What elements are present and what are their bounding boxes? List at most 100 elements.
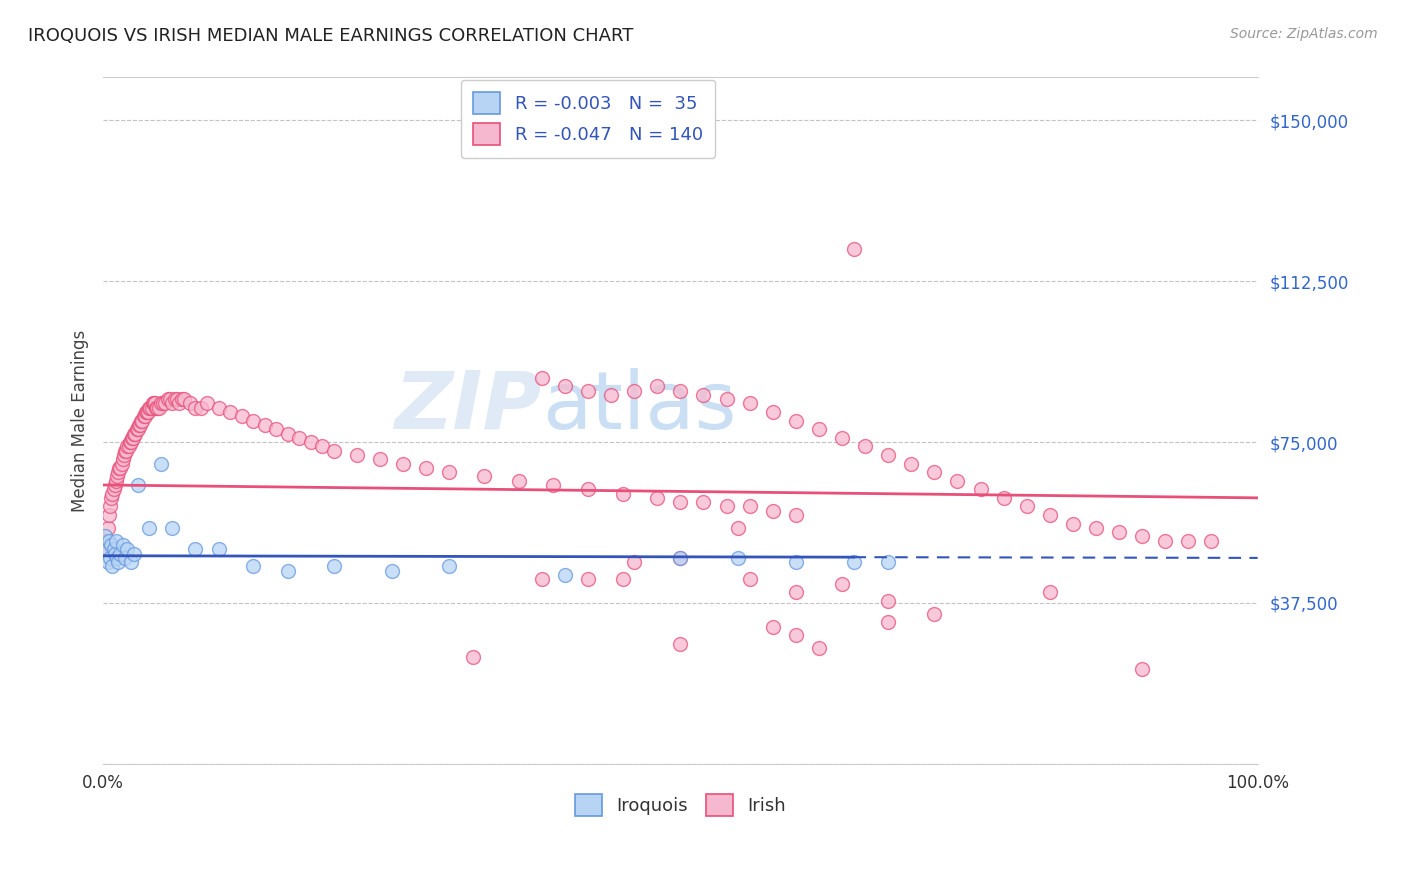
Point (415, 460, 437, 475)
Point (253, 417, 276, 432)
Point (266, 422, 288, 436)
Point (900, 457, 922, 471)
Point (97, 508, 120, 522)
Point (127, 478, 149, 492)
Point (1085, 521, 1108, 535)
Point (136, 405, 159, 419)
Point (101, 486, 124, 500)
Point (623, 384, 645, 398)
Point (288, 431, 311, 445)
Point (842, 555, 865, 569)
Point (969, 483, 991, 497)
Point (124, 426, 146, 441)
Point (162, 396, 184, 410)
Point (576, 573, 599, 587)
Point (110, 457, 132, 471)
Text: atlas: atlas (541, 368, 737, 446)
Point (104, 533, 127, 548)
Point (993, 491, 1015, 505)
Point (1201, 533, 1223, 548)
Point (107, 555, 129, 569)
Point (111, 452, 134, 467)
Point (439, 559, 461, 574)
Point (207, 401, 229, 415)
Point (118, 435, 141, 450)
Point (136, 405, 159, 419)
Point (129, 417, 152, 432)
Point (162, 521, 184, 535)
Point (368, 452, 391, 467)
Point (576, 483, 599, 497)
Point (738, 396, 761, 410)
Point (138, 401, 160, 415)
Point (129, 414, 152, 428)
Point (831, 576, 853, 591)
Point (184, 401, 207, 415)
Point (156, 392, 179, 407)
Point (159, 392, 181, 407)
Point (173, 392, 195, 407)
Point (346, 448, 368, 462)
Point (727, 521, 749, 535)
Point (190, 401, 212, 415)
Point (576, 384, 599, 398)
Point (179, 396, 201, 410)
Point (831, 431, 853, 445)
Point (716, 392, 738, 407)
Point (877, 448, 900, 462)
Point (127, 422, 149, 436)
Point (195, 396, 218, 410)
Point (100, 538, 122, 552)
Point (117, 542, 139, 557)
Point (530, 370, 553, 384)
Point (135, 405, 157, 419)
Point (96, 533, 118, 548)
Point (530, 573, 553, 587)
Point (692, 388, 714, 402)
Point (110, 547, 132, 561)
Point (115, 443, 138, 458)
Point (166, 392, 188, 407)
Point (94, 529, 117, 543)
Point (155, 396, 177, 410)
Point (124, 426, 146, 441)
Point (716, 500, 738, 514)
Point (785, 508, 807, 522)
Point (727, 550, 749, 565)
Point (1062, 516, 1084, 531)
Point (169, 396, 191, 410)
Point (461, 649, 484, 664)
Point (114, 443, 136, 458)
Text: ZIP: ZIP (395, 368, 541, 446)
Point (145, 401, 167, 415)
Point (120, 435, 142, 450)
Point (612, 573, 634, 587)
Point (1039, 585, 1062, 599)
Point (170, 392, 193, 407)
Point (392, 457, 415, 471)
Point (785, 628, 807, 642)
Point (108, 460, 131, 475)
Text: IROQUOIS VS IRISH MEDIAN MALE EARNINGS CORRELATION CHART: IROQUOIS VS IRISH MEDIAN MALE EARNINGS C… (28, 27, 634, 45)
Point (669, 550, 692, 565)
Point (163, 392, 186, 407)
Point (111, 538, 134, 552)
Point (381, 564, 404, 578)
Point (877, 615, 900, 630)
Point (600, 388, 623, 402)
Point (612, 486, 634, 500)
Point (149, 396, 172, 410)
Point (97, 533, 120, 548)
Point (98, 500, 121, 514)
Point (762, 504, 785, 518)
Point (323, 559, 346, 574)
Point (877, 555, 900, 569)
Point (692, 495, 714, 509)
Point (762, 405, 785, 419)
Point (242, 414, 264, 428)
Point (842, 242, 865, 256)
Point (120, 555, 142, 569)
Point (207, 542, 229, 557)
Point (924, 465, 946, 479)
Point (104, 547, 127, 561)
